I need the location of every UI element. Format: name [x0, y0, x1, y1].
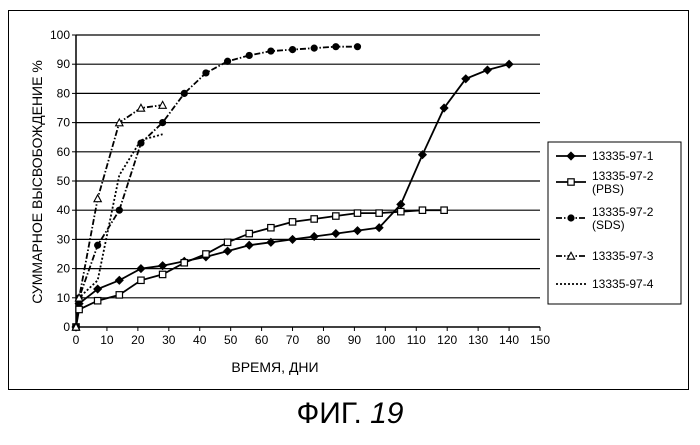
data-point-s2-3: [116, 292, 122, 298]
x-tick-label-80: 80: [317, 333, 331, 347]
x-tick-label-120: 120: [437, 333, 457, 347]
y-tick-label-40: 40: [57, 203, 71, 217]
x-tick-label-0: 0: [73, 333, 80, 347]
axes: [72, 35, 540, 331]
data-point-s2-12: [311, 216, 317, 222]
legend-label-5: 13335-97-4: [592, 277, 654, 291]
data-point-s3-4: [138, 140, 144, 146]
data-point-s2-8: [224, 239, 230, 245]
y-tick-label-70: 70: [57, 116, 71, 130]
data-point-s3-12: [311, 45, 317, 51]
data-point-s2-1: [76, 306, 82, 312]
x-tick-label-70: 70: [286, 333, 300, 347]
data-point-s3-14: [354, 43, 360, 49]
data-point-s2-9: [246, 230, 252, 236]
data-point-s1-4: [137, 265, 145, 273]
y-tick-label-0: 0: [63, 320, 70, 334]
x-tick-label-60: 60: [255, 333, 269, 347]
y-tick-label-60: 60: [57, 145, 71, 159]
caption-prefix: ФИГ.: [296, 397, 361, 430]
x-axis-title: ВРЕМЯ, ДНИ: [231, 359, 318, 375]
data-point-s1-8: [224, 247, 232, 255]
data-point-s1-14: [353, 227, 361, 235]
y-axis-title: СУММАРНОЕ ВЫСВОБОЖДЕНИЕ %: [29, 60, 45, 304]
data-point-s2-11: [289, 219, 295, 225]
data-point-s1-11: [289, 235, 297, 243]
y-tick-label-90: 90: [57, 57, 71, 71]
y-tick-label-10: 10: [57, 291, 71, 305]
x-tick-label-110: 110: [407, 333, 426, 347]
data-point-s2-2: [94, 298, 100, 304]
figure-caption: ФИГ. 19: [0, 397, 700, 431]
data-point-s3-9: [246, 52, 252, 58]
data-point-s3-7: [203, 70, 209, 76]
legend: 13335-97-113335-97-2(PBS)13335-97-2(SDS)…: [548, 142, 681, 304]
y-tick-label-30: 30: [57, 232, 71, 246]
data-point-s2-10: [268, 225, 274, 231]
data-point-s3-6: [181, 90, 187, 96]
x-tick-label-140: 140: [499, 333, 519, 347]
data-point-s2-17: [419, 207, 425, 213]
x-tick-label-40: 40: [193, 333, 207, 347]
data-point-s2-6: [181, 260, 187, 266]
series-line-3: [76, 47, 358, 327]
gridlines: [76, 35, 540, 298]
series-lines: [76, 47, 509, 327]
data-point-s3-3: [116, 207, 122, 213]
legend-label-4: 13335-97-3: [592, 249, 654, 263]
legend-label-1: 13335-97-1: [592, 149, 654, 163]
y-tick-label-80: 80: [57, 86, 71, 100]
data-point-s2-7: [203, 251, 209, 257]
data-point-s1-21: [505, 60, 513, 68]
x-tick-label-100: 100: [375, 333, 395, 347]
x-tick-label-150: 150: [530, 333, 550, 347]
y-tick-label-100: 100: [50, 28, 70, 42]
data-point-s2-13: [333, 213, 339, 219]
x-tick-label-30: 30: [162, 333, 176, 347]
data-point-s2-16: [398, 208, 404, 214]
x-tick-label-10: 10: [100, 333, 114, 347]
data-point-s3-5: [159, 119, 165, 125]
x-tick-label-50: 50: [224, 333, 238, 347]
x-tick-label-130: 130: [468, 333, 488, 347]
data-point-s3-11: [289, 46, 295, 52]
data-point-s1-3: [115, 276, 123, 284]
data-point-s1-13: [332, 230, 340, 238]
data-point-s4-2: [94, 195, 101, 202]
data-point-s2-18: [441, 207, 447, 213]
release-chart: 0 10 20 30 40 50 60 70 80 90 100 0 10 20 30 40 50 60 70 80 9…: [0, 0, 700, 395]
data-point-s2-5: [159, 271, 165, 277]
data-point-s3-10: [268, 48, 274, 54]
data-point-s2-4: [138, 277, 144, 283]
data-point-s3-8: [224, 58, 230, 64]
data-point-s2-15: [376, 210, 382, 216]
y-tick-label-50: 50: [57, 174, 71, 188]
data-point-s3-2: [94, 242, 100, 248]
y-tick-label-20: 20: [57, 262, 71, 276]
x-tick-label-90: 90: [348, 333, 362, 347]
legend-swatch-marker-2: [568, 179, 574, 185]
data-point-s1-9: [245, 241, 253, 249]
data-point-s1-20: [483, 66, 491, 74]
series-markers: [72, 43, 513, 331]
data-point-s2-14: [354, 210, 360, 216]
caption-number: 19: [370, 397, 403, 430]
data-point-s3-13: [333, 43, 339, 49]
legend-swatch-marker-3: [568, 215, 574, 221]
x-tick-label-20: 20: [131, 333, 145, 347]
